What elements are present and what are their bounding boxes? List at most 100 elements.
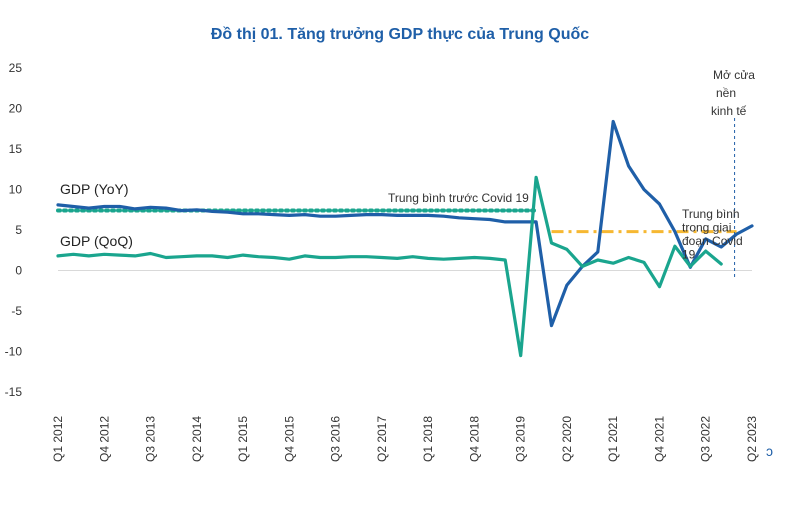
gdp-qoq-point [720, 263, 722, 265]
gdp-yoy-line [56, 119, 754, 328]
gdp-yoy-point [165, 207, 167, 209]
gdp-qoq-point [535, 176, 537, 179]
gdp-qoq-point [196, 255, 198, 257]
gdp-qoq-point [519, 354, 522, 357]
gdp-yoy-point [458, 217, 460, 219]
gdp-qoq-point [257, 255, 260, 258]
gdp-qoq-point [504, 259, 507, 261]
reopening-label: Mở cửa [713, 68, 755, 82]
reopening-label: nền [716, 86, 736, 100]
gdp-qoq-point [242, 254, 244, 256]
gdp-yoy-point [627, 165, 630, 167]
gdp-qoq-point [597, 259, 599, 261]
x-tick-label: Q2 2014 [190, 416, 204, 462]
gdp-yoy-point [118, 205, 121, 208]
gdp-qoq-point [319, 256, 322, 259]
x-tick-label: Q1 2021 [606, 416, 620, 462]
x-tick-label: Q3 2013 [144, 416, 158, 462]
gdp-yoy-point [334, 215, 337, 217]
gdp-qoq-point [704, 250, 707, 252]
gdp-qoq-point [627, 256, 630, 259]
x-tick-label: Q1 2012 [51, 416, 65, 462]
gdp-yoy-point [257, 213, 260, 215]
gdp-yoy-point [597, 251, 599, 253]
gdp-yoy-point [211, 210, 213, 213]
series-label-qoq: GDP (QoQ) [60, 233, 133, 249]
gdp-yoy-point [288, 214, 291, 217]
gdp-yoy-point [319, 215, 322, 217]
gdp-qoq-point [72, 253, 75, 256]
gdp-yoy-point [273, 213, 275, 216]
x-tick-label: Q4 2021 [652, 416, 666, 462]
gdp-yoy-point [427, 214, 429, 217]
gdp-qoq-point [550, 242, 553, 244]
gdp-yoy-point [566, 284, 568, 286]
trailing-mark: ɔ [766, 443, 773, 459]
covid-average-label: đoạn Covid [682, 234, 743, 248]
gdp-yoy-point [674, 230, 676, 233]
y-tick-label: 15 [9, 142, 23, 156]
gdp-yoy-point [735, 233, 738, 235]
gdp-yoy-point [103, 205, 106, 208]
x-tick-label: Q2 2017 [375, 416, 389, 462]
gdp-yoy-point [149, 206, 152, 209]
gdp-qoq-point [442, 258, 445, 261]
y-tick-label: -15 [5, 385, 23, 399]
series-label-yoy: GDP (YoY) [60, 181, 128, 197]
covid-average-label: Trung bình [682, 207, 740, 221]
gdp-yoy-point [134, 208, 136, 210]
gdp-yoy-point [489, 218, 491, 221]
gdp-qoq-point [674, 245, 676, 247]
gdp-yoy-point [704, 238, 707, 240]
gdp-qoq-point [134, 255, 136, 257]
gdp-qoq-point [411, 255, 414, 258]
gdp-qoq-point [427, 257, 429, 260]
gdp-yoy-point [350, 214, 352, 217]
gdp-qoq-point [458, 257, 460, 260]
gdp-qoq-point [118, 254, 121, 256]
gdp-qoq-point [211, 255, 213, 257]
gdp-qoq-point [489, 257, 491, 260]
covid-average-label: 19 [682, 248, 696, 262]
gdp-qoq-point [88, 255, 90, 257]
gdp-yoy-point [519, 221, 522, 223]
gdp-yoy-point [751, 225, 753, 227]
chart-title: Đồ thị 01. Tăng trưởng GDP thực của Trun… [210, 26, 590, 43]
gdp-yoy-point [226, 211, 229, 213]
x-tick-label: Q3 2016 [329, 416, 343, 462]
x-tick-label: Q3 2019 [514, 416, 528, 462]
gdp-yoy-point [411, 214, 414, 217]
gdp-yoy-point [304, 213, 306, 216]
y-tick-label: 20 [9, 102, 23, 116]
gdp-qoq-point [226, 256, 229, 259]
y-tick-label: -5 [11, 304, 22, 318]
x-tick-label: Q1 2015 [236, 416, 250, 462]
y-tick-label: 25 [9, 61, 23, 75]
y-tick-label: 10 [9, 183, 23, 197]
gdp-qoq-point [350, 255, 352, 258]
x-tick-label: Q2 2023 [745, 416, 759, 462]
gdp-qoq-point [612, 262, 614, 265]
gdp-qoq-point [581, 265, 584, 268]
gdp-yoy-point [365, 213, 368, 216]
gdp-qoq-point [473, 256, 476, 259]
gdp-qoq-point [103, 253, 106, 256]
gdp-yoy-point [396, 214, 399, 217]
gdp-qoq-point [149, 252, 152, 255]
gdp-yoy-point [658, 203, 661, 205]
gdp-yoy-point [88, 207, 90, 209]
gdp-yoy-point [72, 205, 75, 208]
gdp-qoq-line [56, 175, 723, 358]
gdp-qoq-point [334, 256, 337, 259]
gdp-qoq-point [566, 248, 568, 251]
y-tick-label: -10 [5, 345, 23, 359]
gdp-yoy-point [57, 204, 59, 206]
gdp-qoq-point [57, 255, 59, 257]
reopening-label: kinh tế [711, 104, 747, 118]
gdp-yoy-point [550, 324, 553, 327]
gdp-qoq-point [288, 258, 291, 261]
gdp-yoy-point [242, 213, 244, 215]
pre-covid-average-label: Trung bình trước Covid 19 [388, 191, 529, 205]
x-tick-label: Q3 2022 [699, 416, 713, 462]
gdp-yoy-point [442, 215, 445, 217]
